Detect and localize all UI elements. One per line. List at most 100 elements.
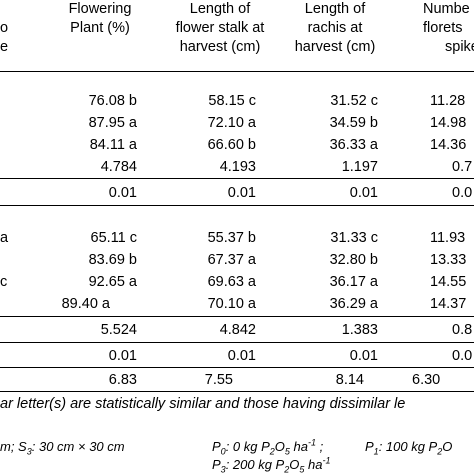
legend-text: : 100 kg P (378, 439, 438, 454)
legend-sup: -1 (322, 455, 331, 466)
legend-spacing: m; S3: 30 cm × 30 cm (0, 439, 125, 457)
cell: 6.30 (412, 372, 441, 388)
legend-text: O (274, 439, 285, 454)
legend-p3: P3: 200 kg P2O5 ha-1 (212, 455, 331, 475)
cell: 4.784 (100, 159, 137, 175)
legend-text: : 200 kg P (225, 457, 285, 472)
table-bottom-rule (0, 391, 474, 392)
header-rule (0, 71, 474, 72)
cell: 11.28 (430, 93, 466, 109)
header-col2-line1: Length of (189, 1, 251, 17)
cell: 89.40 a (61, 296, 110, 312)
section2-lsd-rule (0, 342, 474, 343)
header-florets-per-spike: Numbe florets spike (405, 0, 474, 57)
cell: 8.14 (335, 372, 364, 388)
header-col1-line1: Flowering (68, 1, 132, 17)
legend-p0: P0: 0 kg P2O5 ha-1 ; (212, 437, 324, 457)
legend-sub: 3 (220, 464, 226, 475)
cell: 6.83 (108, 372, 137, 388)
legend-p1: P1: 100 kg P2O (365, 439, 453, 457)
cell: 31.52 c (330, 93, 378, 109)
cell: 84.11 a (89, 137, 137, 153)
cell: 58.15 c (208, 93, 256, 109)
cell: 0.01 (108, 348, 137, 364)
cell: 4.193 (219, 159, 256, 175)
legend-sub: 0 (220, 446, 226, 457)
cell: 36.33 a (329, 137, 378, 153)
legend-s-prefix: m; S (0, 439, 27, 454)
cell: 0.0 (452, 185, 473, 201)
header-col4-line3: spike (445, 39, 474, 55)
section1-lsd-rule (0, 178, 474, 179)
legend-text: P (365, 439, 374, 454)
cell: 13.33 (430, 252, 467, 268)
legend-text: O (442, 439, 453, 454)
header-col0-line1: o (0, 20, 9, 36)
legend-sub: 1 (373, 446, 379, 457)
cell: 31.33 c (330, 230, 378, 246)
legend-s-sub: 3 (26, 446, 32, 457)
legend-sup: -1 (308, 437, 317, 448)
cell: 66.60 b (207, 137, 256, 153)
cell: 5.524 (100, 322, 137, 338)
cell: 14.55 (430, 274, 467, 290)
row-label: c (0, 274, 8, 290)
cell: 92.65 a (88, 274, 137, 290)
header-col0-line2: e (0, 39, 9, 55)
footnote: ar letter(s) are statistically similar a… (0, 396, 406, 412)
row-label: a (0, 230, 9, 246)
legend-text: : 0 kg P (225, 439, 270, 454)
cell: 0.01 (349, 185, 378, 201)
legend-text: P (212, 439, 221, 454)
cell: 87.95 a (88, 115, 137, 131)
cell: 11.93 (430, 230, 466, 246)
header-col3-line2: rachis at (307, 20, 363, 36)
cell: 36.17 a (329, 274, 378, 290)
cell: 72.10 a (207, 115, 256, 131)
header-col0: o e (0, 0, 14, 57)
legend-sub: 5 (284, 446, 290, 457)
legend-text: ha (289, 439, 308, 454)
header-col4-line2: florets (423, 20, 463, 36)
cell: 65.11 c (90, 230, 138, 246)
cell: 1.197 (341, 159, 378, 175)
cell: 0.01 (227, 348, 256, 364)
legend-sub: 2 (284, 464, 290, 475)
cell: 14.36 (430, 137, 467, 153)
legend-sub: 5 (299, 464, 305, 475)
cell: 76.08 b (88, 93, 137, 109)
legend-sub: 2 (269, 446, 275, 457)
legend-text: P (212, 457, 221, 472)
header-col2-line3: harvest (cm) (179, 39, 261, 55)
header-flower-stalk-length: Length of flower stalk at harvest (cm) (160, 0, 280, 57)
section2-rows-rule (0, 316, 474, 317)
header-col4-line1: Numbe (423, 1, 470, 17)
cell: 70.10 a (207, 296, 256, 312)
cell: 67.37 a (207, 252, 256, 268)
cell: 69.63 a (207, 274, 256, 290)
cell: 0.8 (452, 322, 473, 338)
cell: 32.80 b (329, 252, 378, 268)
header-col3-line1: Length of (304, 1, 366, 17)
cell: 14.37 (430, 296, 467, 312)
section2-end-rule (0, 367, 474, 368)
legend-text: ha (304, 457, 323, 472)
header-flowering-plant: Flowering Plant (%) (40, 0, 160, 38)
cell: 83.69 b (88, 252, 137, 268)
legend-text: O (289, 457, 300, 472)
cell: 0.01 (108, 185, 137, 201)
section1-end-rule (0, 205, 474, 206)
header-col3-line3: harvest (cm) (294, 39, 376, 55)
cell: 34.59 b (329, 115, 378, 131)
cell: 0.01 (227, 185, 256, 201)
cell: 4.842 (219, 322, 256, 338)
header-rachis-length: Length of rachis at harvest (cm) (280, 0, 390, 57)
cell: 7.55 (204, 372, 233, 388)
header-col1-line2: Plant (%) (70, 20, 130, 36)
header-col2-line2: flower stalk at (175, 20, 265, 36)
cell: 0.01 (349, 348, 378, 364)
legend-text: ; (316, 439, 324, 454)
cell: 36.29 a (329, 296, 378, 312)
cell: 0.7 (452, 159, 473, 175)
